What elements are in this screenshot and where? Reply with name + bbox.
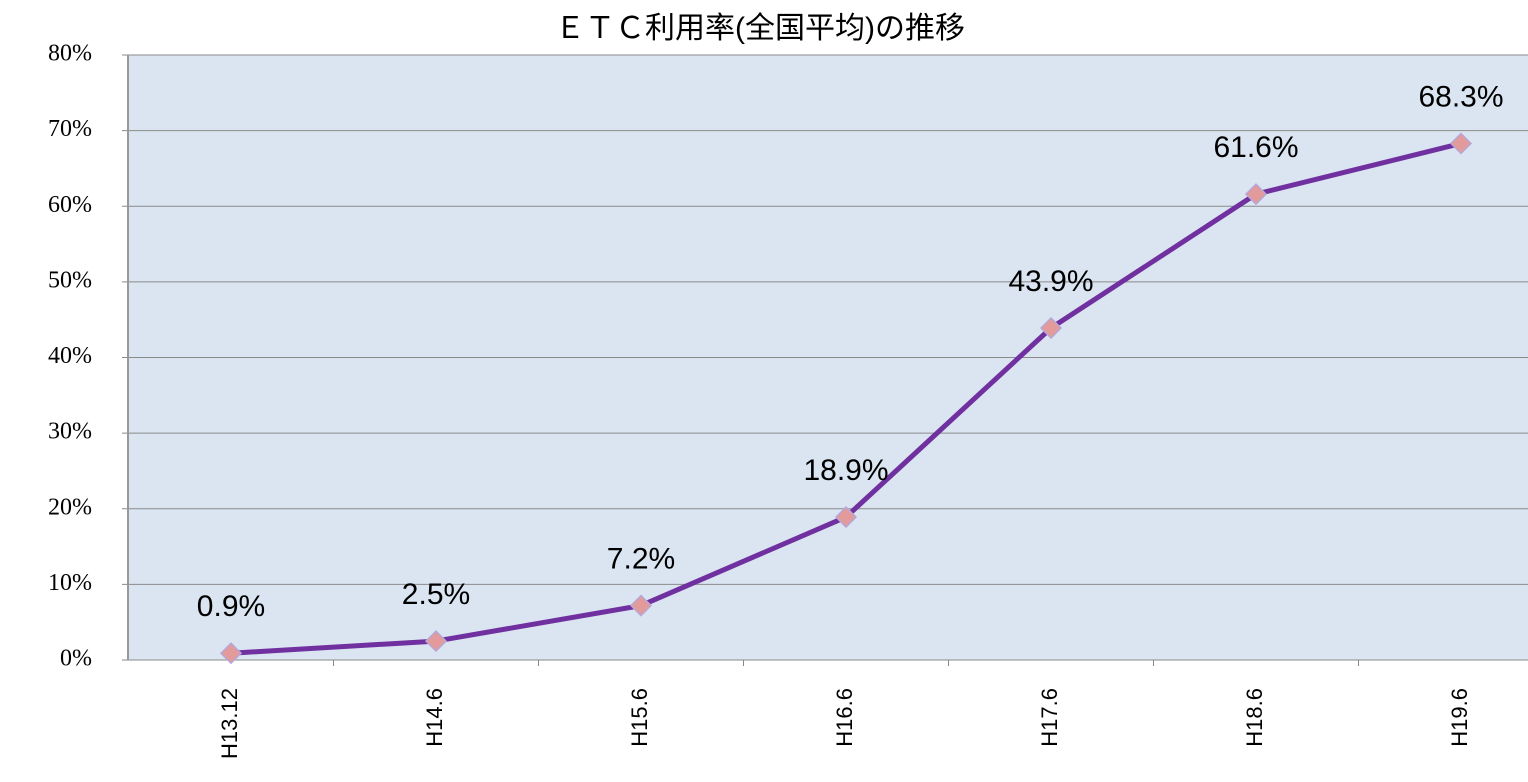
marker	[629, 594, 653, 617]
data-label: 68.3%	[1418, 80, 1503, 113]
data-label: 0.9%	[197, 590, 265, 623]
data-label: 43.9%	[1008, 265, 1093, 298]
marker	[219, 642, 243, 665]
data-label: 2.5%	[402, 578, 470, 611]
x-tick-label: H15.6	[627, 688, 652, 747]
y-tick-label: 20%	[48, 494, 92, 520]
marker	[424, 630, 448, 653]
x-tick-label: H19.6	[1447, 688, 1472, 747]
y-tick-label: 70%	[48, 116, 92, 142]
x-tick-label: H18.6	[1242, 688, 1267, 747]
marker	[1449, 132, 1473, 155]
y-tick-label: 60%	[48, 192, 92, 218]
y-tick-label: 10%	[48, 570, 92, 596]
x-tick-label: H14.6	[422, 688, 447, 747]
marker	[1039, 316, 1063, 340]
x-tick-label: H17.6	[1037, 688, 1062, 747]
x-tick-label: H13.12	[217, 688, 242, 759]
y-tick-label: 80%	[48, 41, 92, 67]
x-tick-label: H16.6	[832, 688, 857, 747]
y-tick-label: 50%	[48, 267, 92, 293]
data-label: 61.6%	[1213, 131, 1298, 164]
marker	[1244, 183, 1268, 206]
marker	[834, 506, 858, 529]
y-tick-label: 40%	[48, 343, 92, 369]
data-label: 7.2%	[607, 542, 675, 575]
data-label: 18.9%	[803, 454, 888, 487]
y-tick-label: 0%	[60, 646, 92, 672]
y-tick-label: 30%	[48, 419, 92, 445]
chart-title: ＥＴＣ利用率(全国平均)の推移	[555, 12, 965, 45]
